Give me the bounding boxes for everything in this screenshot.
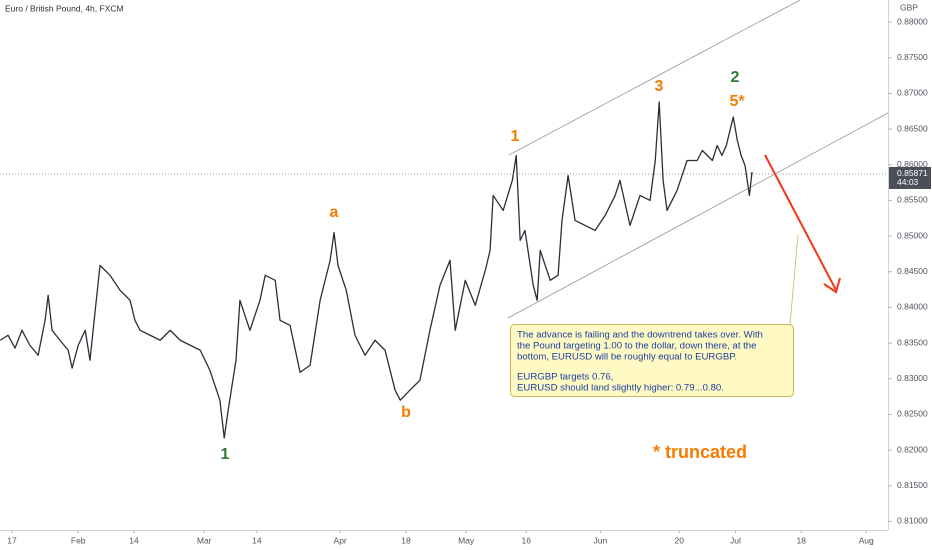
y-tick-label: 0.84500 [897, 266, 928, 276]
last-price-label: 0.85871 [897, 168, 928, 178]
note-line: EURUSD should land slightly higher: 0.79… [517, 383, 724, 394]
x-tick-label: 14 [252, 535, 262, 545]
x-tick-label: 17 [7, 535, 17, 545]
y-tick-label: 0.85000 [897, 230, 928, 240]
x-tick-label: 14 [129, 535, 139, 545]
x-tick-label: 20 [675, 535, 685, 545]
y-tick-label: 0.83500 [897, 337, 928, 347]
currency-label: GBP [900, 2, 918, 12]
x-tick-label: 16 [522, 535, 532, 545]
wave-label: b [401, 404, 411, 421]
x-tick-label: 18 [401, 535, 411, 545]
note-line: the Pound targeting 1.00 to the dollar, … [517, 341, 756, 352]
arrow-head [823, 277, 841, 294]
x-tick-label: Mar [197, 535, 212, 545]
last-price-tag [889, 166, 931, 189]
y-tick-label: 0.85500 [897, 195, 928, 205]
wave-label: 3 [655, 78, 664, 95]
note-line: The advance is failing and the downtrend… [517, 330, 763, 341]
y-tick-label: 0.87000 [897, 88, 928, 98]
chart-title: Euro / British Pound, 4h, FXCM [5, 3, 124, 13]
note-box [510, 324, 794, 397]
x-tick-label: Aug [859, 535, 874, 545]
wave-label: 1 [511, 128, 520, 145]
y-tick-label: 0.81500 [897, 480, 928, 490]
x-tick-label: Apr [334, 535, 347, 545]
channel-upper [508, 0, 801, 156]
y-tick-label: 0.86000 [897, 159, 928, 169]
x-tick-label: Feb [71, 535, 86, 545]
y-tick-label: 0.86500 [897, 123, 928, 133]
y-tick-label: 0.82500 [897, 409, 928, 419]
wave-label: a [330, 204, 339, 221]
countdown-label: 44:03 [897, 177, 919, 187]
annotation: * truncated [653, 442, 747, 462]
price-line [0, 101, 753, 439]
x-tick-label: 18 [797, 535, 807, 545]
note-line: bottom, EURUSD will be roughly equal to … [517, 352, 737, 363]
x-tick-label: Jul [730, 535, 741, 545]
note-pointer [789, 234, 799, 325]
y-tick-label: 0.88000 [897, 16, 928, 26]
x-tick-label: May [458, 535, 475, 545]
y-tick-label: 0.82000 [897, 444, 928, 454]
y-tick-label: 0.84000 [897, 302, 928, 312]
y-tick-label: 0.81000 [897, 516, 928, 526]
y-tick-label: 0.87500 [897, 52, 928, 62]
wave-label: 5* [729, 93, 745, 110]
channel-lower [507, 112, 889, 319]
wave-label: 2 [731, 69, 740, 86]
y-tick-label: 0.83000 [897, 373, 928, 383]
arrow [764, 154, 837, 291]
x-tick-label: Jun [593, 535, 607, 545]
wave-label: 1 [221, 446, 230, 463]
note-line: EURGBP targets 0.76, [517, 372, 613, 383]
